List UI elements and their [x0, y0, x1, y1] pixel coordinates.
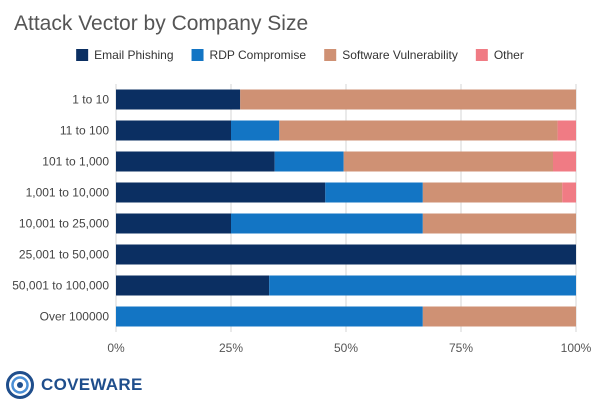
x-tick-label: 50% [334, 341, 358, 355]
coveware-logo: COVEWARE [5, 370, 143, 400]
bar-segment [343, 151, 553, 172]
chart-title: Attack Vector by Company Size [14, 12, 309, 35]
bar-segment [422, 213, 576, 234]
legend-swatch [324, 49, 337, 61]
legend-label: Other [494, 48, 524, 62]
bar-segment [116, 244, 576, 265]
bar-segment [562, 182, 576, 203]
legend-swatch [76, 49, 89, 61]
bar-segment [116, 151, 275, 172]
bar-segment [325, 182, 423, 203]
category-label: 101 to 1,000 [42, 155, 109, 169]
bar-segment [422, 306, 576, 327]
bar-segment [116, 89, 241, 110]
bar-segment [231, 213, 423, 234]
bar-segment [557, 120, 576, 141]
logo-text: COVEWARE [41, 375, 143, 394]
x-tick-label: 0% [107, 341, 125, 355]
category-label: 1 to 10 [72, 93, 109, 107]
category-label: 11 to 100 [60, 124, 109, 138]
bar-segment [422, 182, 563, 203]
legend-label: Email Phishing [94, 48, 173, 62]
bar-segment [116, 182, 326, 203]
bar-segment [240, 89, 576, 110]
category-label: 25,001 to 50,000 [19, 248, 109, 262]
coveware-logo-icon [6, 371, 34, 399]
category-label: 10,001 to 25,000 [19, 217, 109, 231]
bar-segment [274, 151, 344, 172]
x-tick-label: 25% [219, 341, 243, 355]
bar-segment [279, 120, 558, 141]
bar-segment [269, 275, 576, 296]
bar-segment [116, 213, 231, 234]
category-label: 1,001 to 10,000 [26, 186, 110, 200]
category-label: 50,001 to 100,000 [12, 279, 109, 293]
category-label: Over 100000 [40, 310, 110, 324]
legend-label: RDP Compromise [210, 48, 307, 62]
legend-swatch [475, 49, 488, 61]
x-tick-label: 75% [449, 341, 473, 355]
x-tick-label: 100% [561, 341, 592, 355]
legend-swatch [191, 49, 204, 61]
bar-segment [116, 120, 231, 141]
bar-segment [553, 151, 576, 172]
bar-segment [116, 275, 270, 296]
bar-segment [116, 306, 423, 327]
bar-segment [231, 120, 280, 141]
legend-label: Software Vulnerability [342, 48, 458, 62]
